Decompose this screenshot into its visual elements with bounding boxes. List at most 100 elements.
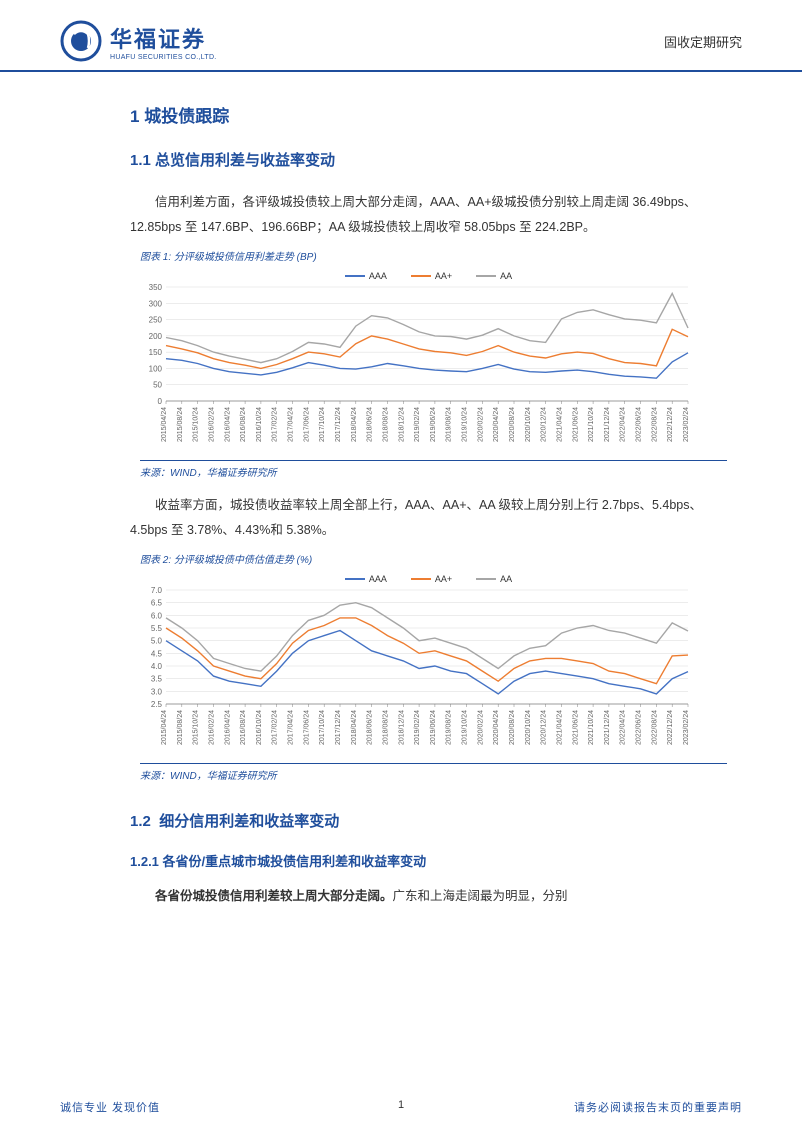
- legend-line-icon: [411, 578, 431, 580]
- svg-text:2020/04/24: 2020/04/24: [493, 710, 500, 745]
- legend-item: AA+: [411, 271, 452, 281]
- svg-text:2021/10/24: 2021/10/24: [588, 407, 595, 442]
- svg-text:2018/04/24: 2018/04/24: [351, 407, 358, 442]
- company-name-en: HUAFU SECURITIES CO.,LTD.: [110, 54, 217, 61]
- legend-item: AA+: [411, 574, 452, 584]
- svg-text:3.5: 3.5: [151, 675, 163, 684]
- paragraph-2: 收益率方面，城投债收益率较上周全部上行，AAA、AA+、AA 级较上周分别上行 …: [130, 493, 727, 543]
- svg-text:2017/04/24: 2017/04/24: [288, 407, 295, 442]
- svg-text:2022/04/24: 2022/04/24: [620, 407, 627, 442]
- legend-item: AAA: [345, 271, 387, 281]
- svg-text:2023/02/24: 2023/02/24: [683, 710, 690, 745]
- svg-text:2022/08/24: 2022/08/24: [651, 710, 658, 745]
- legend-item: AA: [476, 574, 512, 584]
- svg-text:2018/08/24: 2018/08/24: [382, 710, 389, 745]
- section-1-2-heading: 1.2 细分信用利差和收益率变动: [130, 810, 727, 831]
- svg-text:5.0: 5.0: [151, 637, 163, 646]
- svg-text:2016/02/24: 2016/02/24: [208, 710, 215, 745]
- svg-text:2015/08/24: 2015/08/24: [177, 710, 184, 745]
- svg-text:2016/08/24: 2016/08/24: [240, 710, 247, 745]
- svg-text:2020/04/24: 2020/04/24: [493, 407, 500, 442]
- chart-1-source: 来源：WIND，华福证券研究所: [140, 460, 727, 479]
- legend-line-icon: [345, 275, 365, 277]
- svg-text:2015/10/24: 2015/10/24: [193, 710, 200, 745]
- section-1-2-title: 细分信用利差和收益率变动: [159, 813, 339, 830]
- svg-text:2017/06/24: 2017/06/24: [303, 710, 310, 745]
- logo-block: 华福证券 HUAFU SECURITIES CO.,LTD.: [60, 20, 217, 62]
- section-1-heading: 1 城投债跟踪: [130, 102, 727, 127]
- svg-text:2016/08/24: 2016/08/24: [240, 407, 247, 442]
- svg-text:2021/06/24: 2021/06/24: [572, 407, 579, 442]
- svg-text:5.5: 5.5: [151, 624, 163, 633]
- paragraph-3-rest: 广东和上海走阔最为明显，分别: [393, 889, 568, 903]
- chart-2-caption: 图表 2: 分评级城投债中债估值走势 (%): [140, 551, 727, 566]
- svg-text:2021/06/24: 2021/06/24: [572, 710, 579, 745]
- svg-text:150: 150: [149, 348, 163, 357]
- svg-text:2016/04/24: 2016/04/24: [224, 407, 231, 442]
- section-1-2-1-heading: 1.2.1 各省份/重点城市城投债信用利差和收益率变动: [130, 851, 727, 870]
- svg-text:2018/12/24: 2018/12/24: [398, 407, 405, 442]
- section-1-2-1-num: 1.2.1: [130, 854, 159, 869]
- svg-text:2019/02/24: 2019/02/24: [414, 407, 421, 442]
- svg-text:2022/12/24: 2022/12/24: [667, 407, 674, 442]
- page-number: 1: [398, 1099, 404, 1111]
- svg-text:100: 100: [149, 364, 163, 373]
- svg-text:2017/06/24: 2017/06/24: [303, 407, 310, 442]
- svg-text:2017/10/24: 2017/10/24: [319, 407, 326, 442]
- chart-2-plot: 2.53.03.54.04.55.05.56.06.57.02015/04/24…: [136, 584, 696, 759]
- chart-svg: 0501001502002503003502015/04/242015/08/2…: [136, 281, 696, 456]
- svg-text:2017/12/24: 2017/12/24: [335, 407, 342, 442]
- svg-text:3.0: 3.0: [151, 687, 163, 696]
- svg-text:2019/10/24: 2019/10/24: [462, 710, 469, 745]
- svg-text:2019/06/24: 2019/06/24: [430, 407, 437, 442]
- legend-label: AAA: [369, 271, 387, 281]
- svg-text:2020/08/24: 2020/08/24: [509, 710, 516, 745]
- svg-text:2020/02/24: 2020/02/24: [477, 710, 484, 745]
- doc-type-label: 固收定期研究: [664, 32, 742, 51]
- page-header: 华福证券 HUAFU SECURITIES CO.,LTD. 固收定期研究: [0, 0, 802, 72]
- svg-text:6.0: 6.0: [151, 611, 163, 620]
- svg-text:4.0: 4.0: [151, 662, 163, 671]
- svg-text:2018/06/24: 2018/06/24: [367, 710, 374, 745]
- footer-right: 请务必阅读报告末页的重要声明: [574, 1099, 742, 1115]
- footer-left: 诚信专业 发现价值: [60, 1099, 160, 1115]
- section-1-1-title: 总览信用利差与收益率变动: [155, 152, 335, 169]
- svg-text:2018/12/24: 2018/12/24: [398, 710, 405, 745]
- svg-text:2022/12/24: 2022/12/24: [667, 710, 674, 745]
- svg-text:2022/08/24: 2022/08/24: [651, 407, 658, 442]
- svg-text:2022/06/24: 2022/06/24: [636, 407, 643, 442]
- svg-text:2018/08/24: 2018/08/24: [382, 407, 389, 442]
- svg-text:2017/04/24: 2017/04/24: [288, 710, 295, 745]
- svg-text:2015/04/24: 2015/04/24: [161, 710, 168, 745]
- chart-1: AAAAA+AA 0501001502002503003502015/04/24…: [130, 267, 727, 456]
- svg-text:2015/08/24: 2015/08/24: [177, 407, 184, 442]
- svg-text:2022/04/24: 2022/04/24: [620, 710, 627, 745]
- content-body: 1 城投债跟踪 1.1 总览信用利差与收益率变动 信用利差方面，各评级城投债较上…: [0, 72, 802, 909]
- legend-line-icon: [411, 275, 431, 277]
- chart-1-caption: 图表 1: 分评级城投债信用利差走势 (BP): [140, 248, 727, 263]
- svg-text:2020/12/24: 2020/12/24: [541, 407, 548, 442]
- svg-text:2016/02/24: 2016/02/24: [208, 407, 215, 442]
- chart-2: AAAAA+AA 2.53.03.54.04.55.05.56.06.57.02…: [130, 570, 727, 759]
- svg-text:2021/04/24: 2021/04/24: [556, 407, 563, 442]
- section-1-title: 城投债跟踪: [144, 107, 229, 126]
- svg-text:300: 300: [149, 299, 163, 308]
- svg-text:2019/10/24: 2019/10/24: [462, 407, 469, 442]
- svg-text:2019/08/24: 2019/08/24: [446, 407, 453, 442]
- svg-text:2021/12/24: 2021/12/24: [604, 710, 611, 745]
- chart-1-plot: 0501001502002503003502015/04/242015/08/2…: [136, 281, 696, 456]
- chart-2-legend: AAAAA+AA: [130, 570, 727, 584]
- svg-text:200: 200: [149, 332, 163, 341]
- svg-text:2022/06/24: 2022/06/24: [636, 710, 643, 745]
- svg-text:2016/10/24: 2016/10/24: [256, 407, 263, 442]
- svg-text:2016/10/24: 2016/10/24: [256, 710, 263, 745]
- svg-text:2020/02/24: 2020/02/24: [477, 407, 484, 442]
- svg-text:350: 350: [149, 283, 163, 292]
- section-1-num: 1: [130, 107, 139, 126]
- svg-text:2020/10/24: 2020/10/24: [525, 407, 532, 442]
- svg-text:2018/04/24: 2018/04/24: [351, 710, 358, 745]
- svg-text:2015/10/24: 2015/10/24: [193, 407, 200, 442]
- paragraph-1: 信用利差方面，各评级城投债较上周大部分走阔，AAA、AA+级城投债分别较上周走阔…: [130, 190, 727, 240]
- legend-label: AA+: [435, 271, 452, 281]
- section-1-1-heading: 1.1 总览信用利差与收益率变动: [130, 149, 727, 170]
